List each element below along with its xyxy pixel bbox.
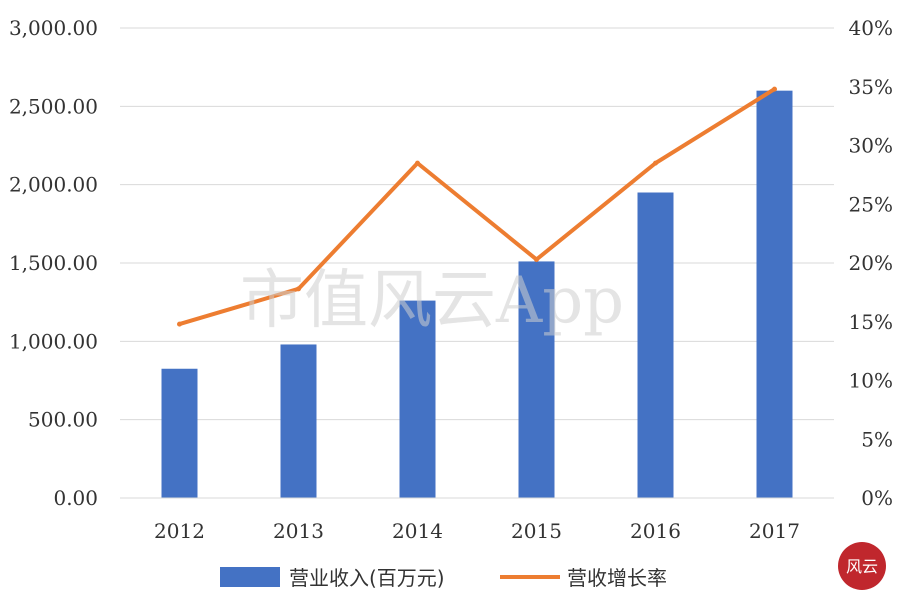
bar-series: [161, 90, 793, 499]
x-tick-label: 2013: [273, 519, 324, 543]
right-tick-label: 25%: [849, 192, 893, 216]
bar: [399, 300, 436, 498]
seal-stamp: 风云: [838, 542, 886, 590]
line-series: [177, 86, 777, 327]
bar: [756, 90, 793, 499]
right-tick-label: 35%: [849, 75, 893, 99]
growth-line: [177, 87, 777, 327]
right-axis-ticks: 0% 5% 10% 15% 20% 25% 30% 35% 40%: [849, 16, 893, 510]
x-tick-label: 2012: [154, 519, 205, 543]
x-axis-ticks: 2012 2013 2014 2015 2016 2017: [154, 519, 800, 543]
left-axis-ticks: 0.00 500.00 1,000.00 1,500.00 2,000.00 2,500.…: [9, 16, 98, 510]
seal-text: 风云: [846, 557, 878, 576]
left-tick-label: 1,500.00: [9, 251, 98, 275]
line-point: [415, 160, 420, 166]
x-tick-label: 2014: [392, 519, 443, 543]
watermark-text: 市值风云App: [240, 264, 624, 338]
right-tick-label: 5%: [861, 427, 893, 451]
right-tick-label: 15%: [849, 310, 893, 334]
legend: 营业收入(百万元) 营收增长率: [220, 566, 667, 590]
line-point: [177, 321, 182, 327]
bar: [518, 261, 555, 498]
line-point: [296, 286, 301, 292]
left-tick-label: 1,000.00: [9, 329, 98, 353]
gridlines: [120, 27, 834, 421]
legend-label-line: 营收增长率: [567, 566, 667, 590]
x-tick-label: 2016: [630, 519, 681, 543]
left-tick-label: 0.00: [53, 486, 98, 510]
bar: [161, 368, 198, 498]
right-tick-label: 10%: [849, 369, 893, 393]
x-tick-label: 2015: [511, 519, 562, 543]
left-tick-label: 500.00: [28, 408, 98, 432]
x-tick-label: 2017: [749, 519, 800, 543]
right-tick-label: 30%: [849, 134, 893, 158]
left-tick-label: 2,000.00: [9, 173, 98, 197]
right-tick-label: 40%: [849, 16, 893, 40]
line-point: [772, 86, 777, 92]
right-tick-label: 20%: [849, 251, 893, 275]
left-tick-label: 2,500.00: [9, 94, 98, 118]
legend-label-bar: 营业收入(百万元): [289, 566, 445, 590]
left-tick-label: 3,000.00: [9, 16, 98, 40]
legend-swatch-bar: [220, 567, 280, 587]
bar: [280, 344, 317, 498]
line-point: [534, 256, 539, 262]
right-tick-label: 0%: [861, 486, 893, 510]
line-point: [653, 160, 658, 166]
bar: [637, 192, 674, 498]
